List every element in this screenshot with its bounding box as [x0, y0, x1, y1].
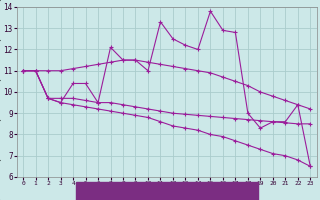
X-axis label: Windchill (Refroidissement éolien,°C): Windchill (Refroidissement éolien,°C) — [81, 188, 252, 197]
Bar — [78, 187, 255, 198]
